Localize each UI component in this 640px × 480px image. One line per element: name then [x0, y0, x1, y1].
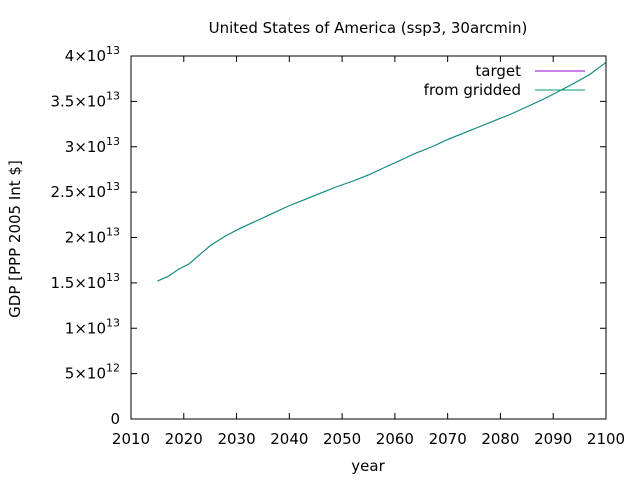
y-tick-exponent: 13: [106, 44, 120, 57]
y-tick-label: 0: [110, 410, 120, 428]
y-tick-label: 3×1013: [65, 135, 120, 156]
legend-label: target: [475, 62, 521, 80]
y-tick-label: 4×1013: [65, 44, 120, 65]
x-tick-label: 2100: [587, 430, 625, 448]
y-tick-label: 2×1013: [65, 226, 120, 247]
x-tick-label: 2040: [270, 430, 308, 448]
chart-title: United States of America (ssp3, 30arcmin…: [209, 19, 528, 37]
y-tick-exponent: 13: [106, 180, 120, 193]
y-tick-label: 5×1012: [65, 362, 120, 383]
y-tick-label: 1×1013: [65, 316, 120, 337]
y-tick-mantissa: 1×10: [65, 319, 106, 337]
y-tick-exponent: 13: [106, 135, 120, 148]
legend-label: from gridded: [424, 81, 521, 99]
y-tick-exponent: 13: [106, 271, 120, 284]
y-axis-label: GDP [PPP 2005 Int $]: [6, 160, 24, 318]
series-lines: [157, 61, 607, 282]
x-tick-label: 2080: [481, 430, 519, 448]
x-tick-label: 2020: [165, 430, 203, 448]
series-line-0: [157, 61, 607, 282]
axis-ticks: 2010 2020 2030 2040 2050 2060 2070 2080 2090 2100…: [50, 44, 625, 448]
x-tick-label: 2010: [112, 430, 150, 448]
plot-frame: [130, 55, 607, 420]
x-tick-label: 2050: [323, 430, 361, 448]
y-tick-mantissa: 2.5×10: [50, 183, 106, 201]
y-tick-exponent: 12: [106, 362, 120, 375]
y-tick-mantissa: 2×10: [65, 229, 106, 247]
y-tick-mantissa: 4×10: [65, 47, 106, 65]
y-tick-exponent: 13: [106, 89, 120, 102]
y-tick-mantissa: 3.5×10: [50, 92, 106, 110]
x-tick-label: 2090: [534, 430, 572, 448]
y-tick-mantissa: 5×10: [65, 365, 106, 383]
x-tick-label: 2070: [429, 430, 467, 448]
y-tick-exponent: 13: [106, 316, 120, 329]
x-tick-label: 2060: [376, 430, 414, 448]
series-line-1: [157, 61, 607, 282]
y-tick-label: 1.5×1013: [50, 271, 120, 292]
y-tick-label: 2.5×1013: [50, 180, 120, 201]
y-tick-exponent: 13: [106, 226, 120, 239]
y-tick-mantissa: 1.5×10: [50, 274, 106, 292]
y-tick-mantissa: 0: [110, 410, 120, 428]
x-axis-label: year: [351, 457, 385, 475]
y-tick-mantissa: 3×10: [65, 138, 106, 156]
x-tick-label: 2030: [217, 430, 255, 448]
y-tick-label: 3.5×1013: [50, 89, 120, 110]
